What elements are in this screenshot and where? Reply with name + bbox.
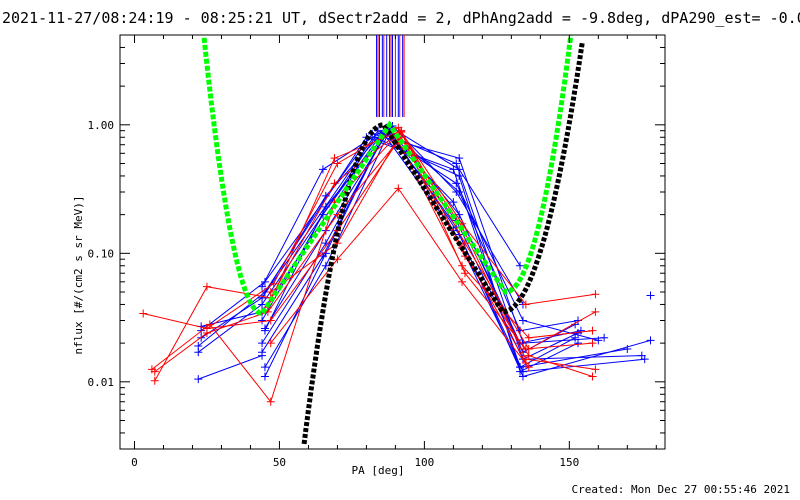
x-tick-label: 50 [273,456,286,469]
data-point-blue [258,282,267,291]
data-point-blue [646,291,655,300]
data-point-blue [455,165,464,174]
y-tick-label: 0.10 [88,247,115,260]
series-line-blue [200,130,642,360]
data-point-red [266,339,275,348]
data-point-red [521,345,530,354]
data-point-red [266,287,275,296]
axis-ticks: 0 50 100 150 0.01 0.10 1.00 [88,34,665,469]
y-tick-label: 1.00 [88,119,115,132]
data-point-blue [194,375,203,384]
series-line-red [154,129,596,381]
data-point-blue [623,345,632,354]
data-point-red [150,376,159,385]
fit-curve-black [301,41,585,445]
data-point-blue [516,261,525,270]
data-point-red [591,365,600,374]
data-point-blue [321,202,330,211]
data-point-blue [260,363,269,372]
data-point-red [588,372,597,381]
x-tick-label: 100 [414,456,434,469]
data-point-red [139,309,148,318]
top-markers [376,35,405,118]
data-point-blue [452,159,461,168]
data-point-red [524,333,533,342]
data-point-red [333,159,342,168]
series-line-blue [201,133,599,341]
fit-curve-green [201,35,574,317]
data-point-red [591,290,600,299]
data-point-red [202,282,211,291]
data-point-red [397,126,406,135]
data-point-blue [194,348,203,357]
data-point-red [458,277,467,286]
y-axis-label: nflux [#/(cm2 s sr MeV)] [72,196,85,355]
data-point-blue [452,188,461,197]
data-point-red [202,324,211,333]
data-point-red [521,359,530,368]
series-line-red [143,127,596,330]
data-point-blue [258,351,267,360]
data-point-blue [594,336,603,345]
data-point-red [591,307,600,316]
series-layer [139,121,655,406]
data-point-blue [258,339,267,348]
series-line-blue [261,126,579,332]
data-point-blue [518,316,527,325]
data-point-blue [516,339,525,348]
data-point-blue [258,316,267,325]
data-point-red [460,269,469,278]
x-tick-label: 150 [559,456,579,469]
data-point-blue [318,165,327,174]
data-point-blue [574,339,583,348]
data-point-blue [518,372,527,381]
data-point-red [269,279,278,288]
data-point-red [330,179,339,188]
data-point-red [524,351,533,360]
data-point-red [333,210,342,219]
data-point-blue [321,261,330,270]
y-tick-label: 0.01 [88,376,115,389]
fit-layer [201,35,585,445]
data-point-blue [260,326,269,335]
data-point-red [150,367,159,376]
data-point-red [521,300,530,309]
data-point-blue [646,336,655,345]
data-point-blue [600,333,609,342]
created-footer: Created: Mon Dec 27 00:55:46 2021 [571,483,790,496]
series-line-blue [198,355,263,380]
data-point-blue [452,179,461,188]
data-point-red [588,326,597,335]
chart-title: 2021-11-27/08:24:19 - 08:25:21 UT, dSect… [2,9,800,27]
series-line-red [151,133,596,403]
data-point-blue [455,154,464,163]
data-point-red [588,339,597,348]
data-point-blue [260,372,269,381]
data-point-blue [449,198,458,207]
data-point-red [333,255,342,264]
data-point-red [394,184,403,193]
data-point-blue [258,293,267,302]
data-point-blue [640,355,649,364]
x-axis-label: PA [deg] [352,464,405,477]
data-point-red [205,320,214,329]
data-point-blue [571,333,580,342]
x-tick-label: 0 [131,456,138,469]
data-point-red [524,363,533,372]
data-point-red [266,397,275,406]
data-point-red [266,316,275,325]
data-point-red [330,154,339,163]
data-point-red [460,239,469,248]
